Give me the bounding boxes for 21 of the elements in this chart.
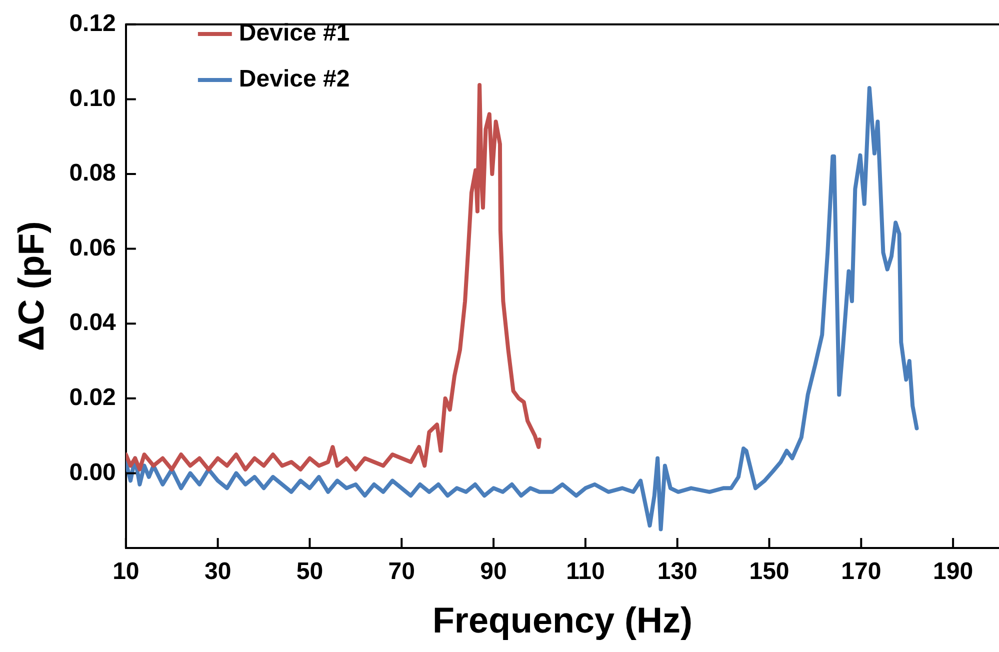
x-tick-label: 50	[296, 558, 324, 586]
y-tick-label: 0.04	[69, 309, 117, 336]
x-tick-label: 130	[657, 558, 698, 586]
y-tick-label: 0.12	[69, 10, 116, 38]
legend-label: Device #2	[238, 66, 350, 93]
x-tick-label: 70	[388, 558, 415, 586]
y-tick-label: 0.10	[69, 84, 116, 112]
x-tick-label: 30	[204, 558, 232, 586]
x-axis-title: Frequency (Hz)	[432, 599, 692, 640]
legend-label: Device #1	[238, 20, 350, 47]
x-tick-label: 170	[841, 558, 882, 586]
y-tick-label: 0.06	[69, 234, 116, 262]
x-tick-label: 150	[749, 558, 790, 586]
x-tick-label: 110	[566, 558, 605, 586]
y-tick-label: 0.00	[69, 458, 116, 486]
x-tick-label: 190	[933, 558, 974, 586]
y-tick-label: 0.02	[69, 384, 116, 412]
y-axis-title: ΔC (pF)	[10, 221, 52, 352]
x-tick-label: 90	[480, 558, 507, 586]
x-tick-label: 10	[112, 558, 140, 586]
y-tick-label: 0.08	[69, 160, 116, 187]
